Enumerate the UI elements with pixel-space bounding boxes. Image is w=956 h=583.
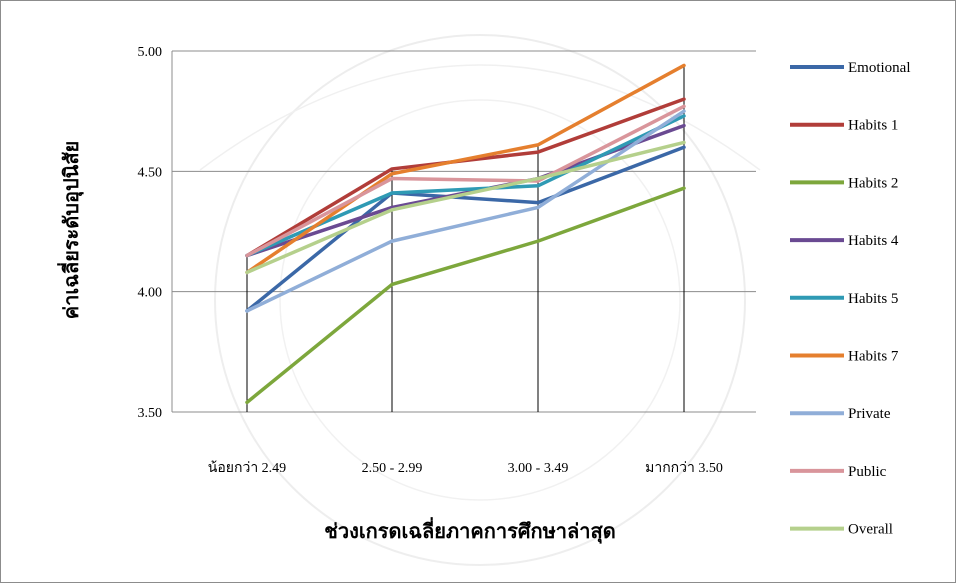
y-tick-label: 4.00 <box>138 286 163 301</box>
series-line-overall <box>245 140 686 275</box>
y-tick-label: 3.50 <box>138 406 163 421</box>
legend-label: Habits 4 <box>848 233 899 249</box>
x-tick-labels: น้อยกว่า 2.49 2.50 - 2.99 3.00 - 3.49 มากกว… <box>208 460 723 476</box>
x-tick-label: น้อยกว่า 2.49 <box>208 460 286 476</box>
legend-label: Overall <box>848 522 893 538</box>
legend: Emotional Habits 1 Habits 2 Habits 4 Habits … <box>790 60 911 538</box>
series-line-emotional <box>245 145 686 313</box>
drop-lines <box>246 65 685 412</box>
legend-label: Private <box>848 406 891 422</box>
y-axis-title: ค่าเฉลี่ยระดับอุปนิสัย <box>56 141 84 320</box>
x-axis-title: ช่วงเกรดเฉลี่ยภาคการศึกษาล่าสุด <box>324 516 615 544</box>
legend-label: Habits 2 <box>848 175 898 191</box>
legend-label: Emotional <box>848 60 911 76</box>
x-tick-label: มากกว่า 3.50 <box>645 461 723 476</box>
y-tick-labels: 3.50 4.00 4.50 5.00 <box>138 45 163 421</box>
x-tick-label: 2.50 - 2.99 <box>362 461 423 476</box>
legend-label: Habits 7 <box>848 349 899 365</box>
legend-label: Public <box>848 464 887 480</box>
legend-label: Habits 1 <box>848 118 898 134</box>
legend-label: Habits 5 <box>848 291 898 307</box>
series-lines <box>245 63 686 405</box>
series-line-public <box>245 104 686 258</box>
y-tick-label: 4.50 <box>138 165 163 180</box>
series-line-habits-7 <box>245 63 686 275</box>
series-line-habits-2 <box>245 186 686 405</box>
y-tick-label: 5.00 <box>138 45 163 60</box>
gridlines <box>171 50 756 413</box>
x-tick-label: 3.00 - 3.49 <box>508 461 569 476</box>
